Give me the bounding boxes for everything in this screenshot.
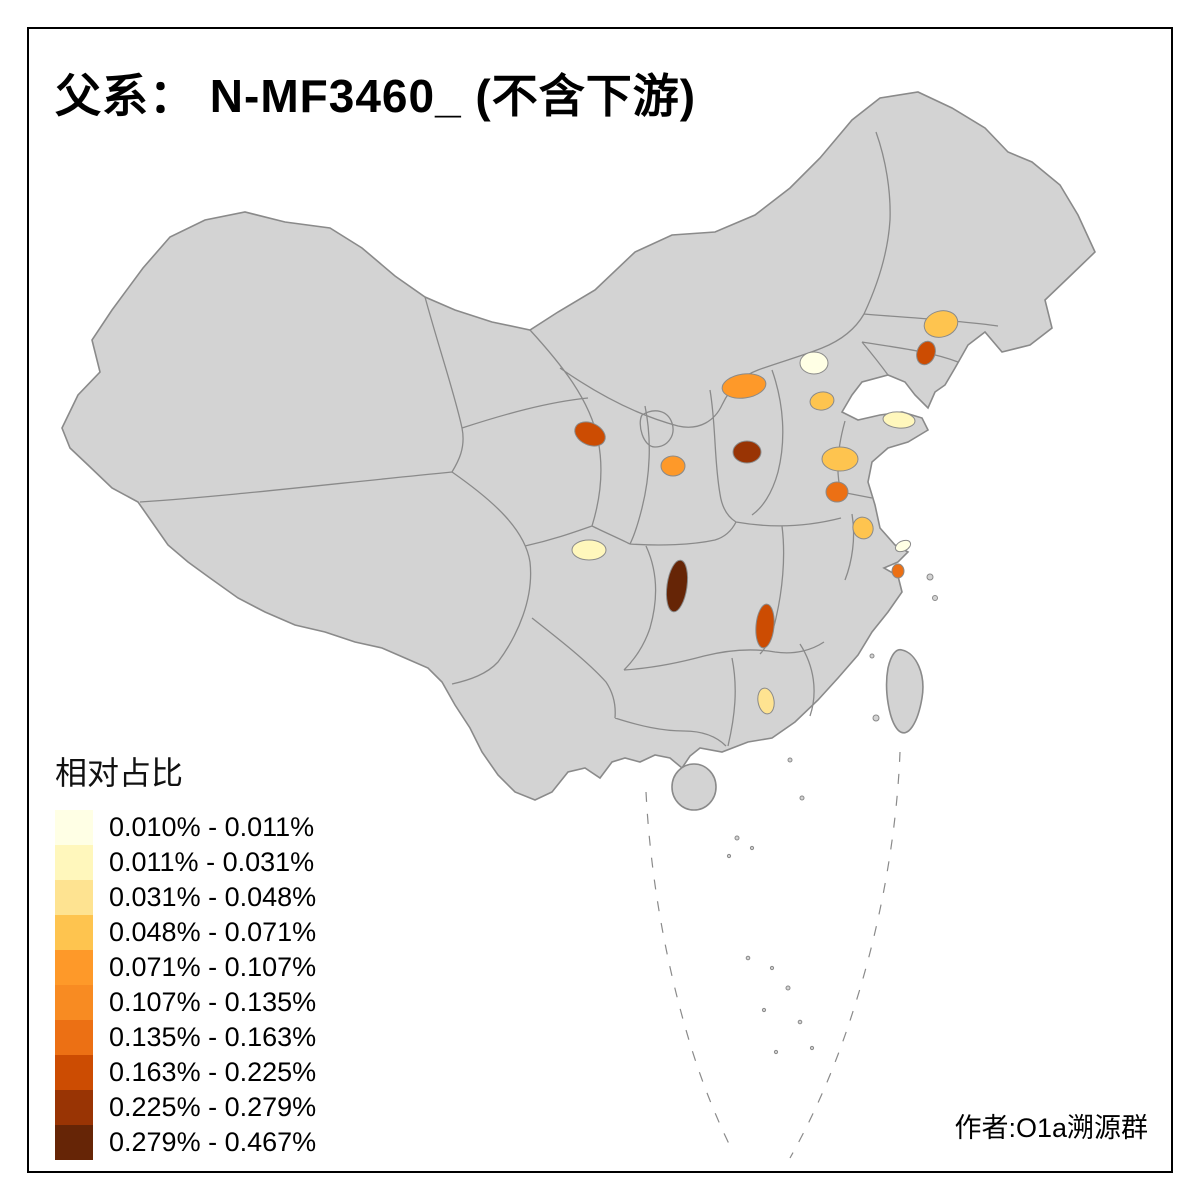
nine-dash-left (645, 791, 734, 1153)
highlighted-region (809, 391, 835, 411)
legend: 相对占比 0.010% - 0.011% 0.011% - 0.031% 0.031… (55, 748, 316, 1160)
island-dot (799, 795, 805, 801)
legend-item: 0.225% - 0.279% (55, 1090, 316, 1125)
legend-color-swatch (55, 810, 93, 845)
highlighted-region (574, 421, 606, 447)
legend-range-label: 0.107% - 0.135% (109, 987, 317, 1017)
legend-color-swatch (55, 1125, 93, 1160)
nine-dash-right (789, 751, 901, 1159)
highlighted-region (571, 539, 607, 561)
legend-color-swatch (55, 880, 93, 915)
island-dot (932, 595, 938, 601)
legend-color-swatch (55, 1020, 93, 1055)
figure-title: 父系： N-MF3460_ (不含下游) (55, 70, 697, 122)
highlighted-region (894, 539, 912, 553)
legend-color-swatch (55, 1090, 93, 1125)
legend-item: 0.279% - 0.467% (55, 1125, 316, 1160)
legend-range-label: 0.011% - 0.031% (109, 847, 315, 877)
nine-dash-line (645, 751, 901, 1159)
legend-color-swatch (55, 985, 93, 1020)
island-dot (785, 985, 791, 991)
highlighted-region (825, 481, 849, 503)
legend-range-label: 0.135% - 0.163% (109, 1022, 317, 1052)
author-credit: 作者:O1a溯源群 (954, 1113, 1148, 1143)
legend-color-swatch (55, 845, 93, 880)
legend-item: 0.163% - 0.225% (55, 1055, 316, 1090)
legend-range-label: 0.163% - 0.225% (109, 1057, 317, 1087)
legend-range-label: 0.048% - 0.071% (109, 917, 317, 947)
taiwan-island (885, 648, 924, 734)
highlighted-region (665, 559, 689, 613)
highlighted-region (721, 373, 767, 399)
island-dot (797, 1019, 803, 1025)
china-mainland (61, 91, 1096, 801)
highlighted-region (799, 351, 829, 375)
highlighted-region (755, 603, 775, 649)
island-dot (734, 835, 740, 841)
legend-range-label: 0.010% - 0.011% (109, 812, 315, 842)
legend-item: 0.135% - 0.163% (55, 1020, 316, 1055)
highlighted-region (916, 340, 936, 366)
highlighted-region (882, 411, 916, 429)
island-dot (761, 1007, 767, 1013)
highlighted-region (923, 310, 959, 338)
highlighted-region (891, 563, 905, 579)
highlighted-region (732, 440, 762, 464)
legend-color-swatch (55, 915, 93, 950)
legend-range-label: 0.071% - 0.107% (109, 952, 317, 982)
island-dot (745, 955, 751, 961)
island-dot (773, 1049, 779, 1055)
island-dot (787, 757, 793, 763)
island-dot (726, 853, 732, 859)
highlighted-region (660, 455, 686, 477)
legend-item: 0.031% - 0.048% (55, 880, 316, 915)
island-dot (769, 965, 775, 971)
legend-item: 0.048% - 0.071% (55, 915, 316, 950)
legend-range-label: 0.031% - 0.048% (109, 882, 317, 912)
legend-range-label: 0.225% - 0.279% (109, 1092, 317, 1122)
legend-range-label: 0.279% - 0.467% (109, 1127, 317, 1157)
highlighted-region (821, 446, 859, 472)
highlighted-region (852, 516, 874, 540)
legend-color-swatch (55, 1055, 93, 1090)
small-islands (726, 573, 938, 1055)
legend-item: 0.071% - 0.107% (55, 950, 316, 985)
legend-title: 相对占比 (55, 755, 184, 791)
legend-color-swatch (55, 950, 93, 985)
legend-item: 0.107% - 0.135% (55, 985, 316, 1020)
island-dot (809, 1045, 815, 1051)
island-dot (926, 573, 934, 581)
island-dot (872, 714, 880, 722)
island-dot (869, 653, 875, 659)
highlighted-region (757, 687, 775, 715)
legend-item: 0.011% - 0.031% (55, 845, 316, 880)
hainan-island (671, 763, 717, 811)
legend-item: 0.010% - 0.011% (55, 810, 316, 845)
island-dot (749, 845, 755, 851)
legend-rows: 0.010% - 0.011% 0.011% - 0.031% 0.031% - 0… (55, 810, 316, 1160)
